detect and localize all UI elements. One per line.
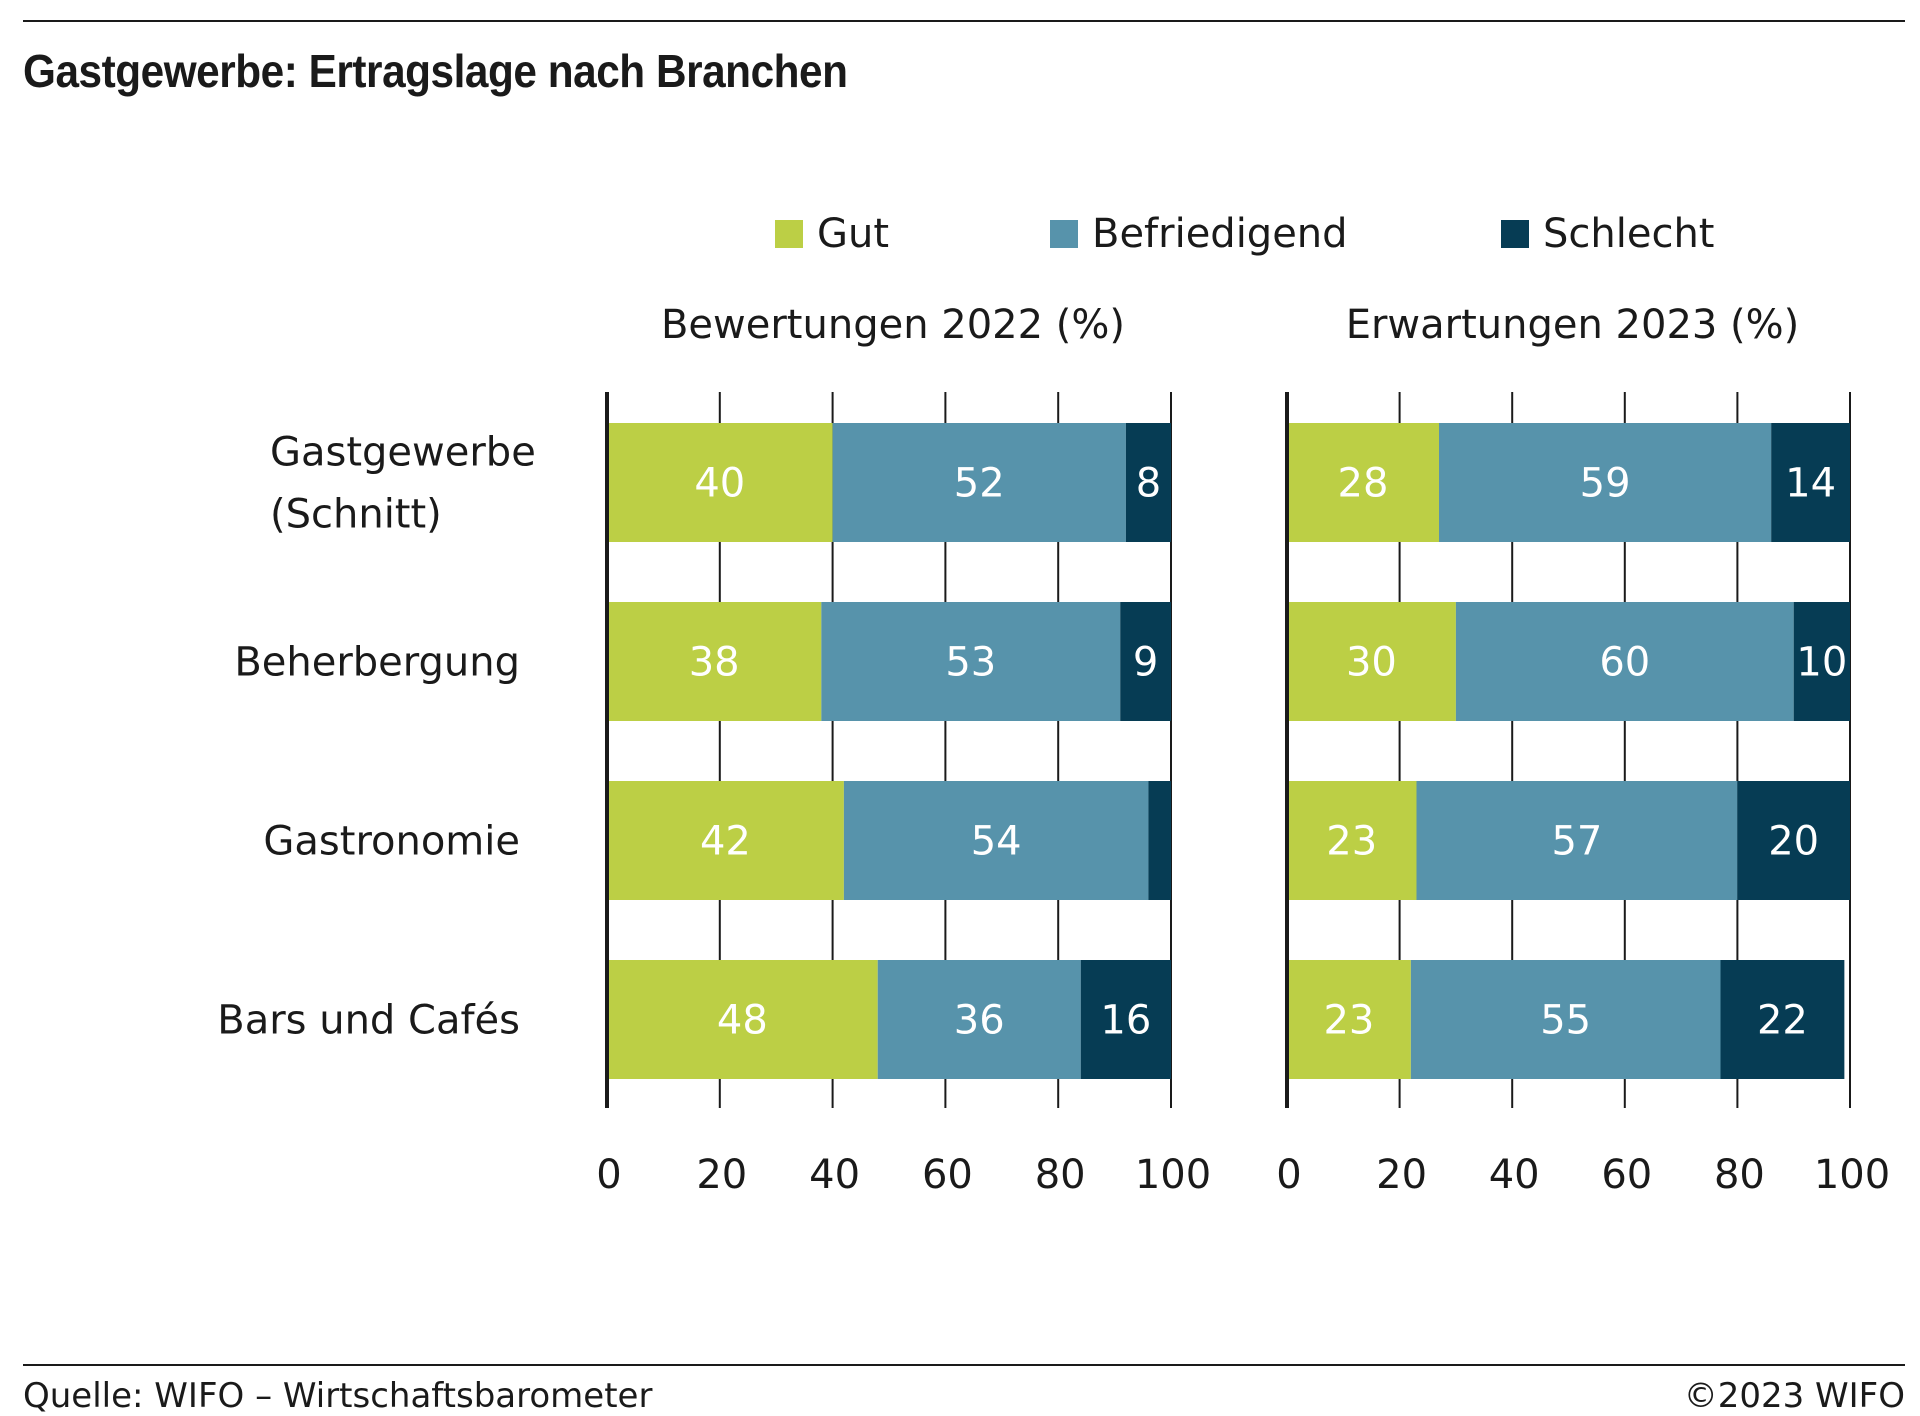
tick-label-0: 0 bbox=[1276, 1152, 1301, 1198]
tick-label-100: 100 bbox=[1814, 1152, 1890, 1198]
data-label-bars-und-cafes-schlecht: 16 bbox=[1100, 998, 1151, 1044]
bar-bars-und-cafes-gut bbox=[607, 960, 878, 1079]
bar-gastronomie-schlecht bbox=[1148, 781, 1171, 900]
bar-beherbergung-befriedigend bbox=[821, 602, 1121, 721]
chart-title: Gastgewerbe: Ertragslage nach Branchen bbox=[23, 45, 848, 97]
bar-bars-und-cafes-schlecht bbox=[1080, 960, 1171, 1079]
data-label-beherbergung-schlecht: 10 bbox=[1796, 640, 1847, 686]
data-label-beherbergung-befriedigend: 53 bbox=[945, 640, 996, 686]
bar-bars-und-cafes-gut bbox=[1287, 960, 1411, 1079]
data-label-gastronomie-befriedigend: 54 bbox=[971, 819, 1022, 865]
tick-label-60: 60 bbox=[922, 1152, 973, 1198]
data-label-gastgewerbe-schnitt-befriedigend: 59 bbox=[1580, 461, 1631, 507]
tick-label-60: 60 bbox=[1601, 1152, 1652, 1198]
panel-1: Bewertungen 2022 (%) 40 52 8 38 53 9 42 54 48 36 16… bbox=[596, 302, 1211, 1198]
category-label-beherbergung: Beherbergung bbox=[234, 640, 520, 686]
tick-label-80: 80 bbox=[1714, 1152, 1765, 1198]
legend: Gut Befriedigend Schlecht bbox=[775, 211, 1714, 257]
source-note: Quelle: WIFO – Wirtschaftsbarometer bbox=[23, 1376, 653, 1416]
data-label-beherbergung-gut: 38 bbox=[689, 640, 740, 686]
category-label-schnitt: (Schnitt) bbox=[270, 492, 442, 538]
data-label-gastronomie-gut: 42 bbox=[700, 819, 751, 865]
bar-beherbergung-schlecht bbox=[1120, 602, 1171, 721]
category-label-bars-und-cafes: Bars und Cafés bbox=[217, 998, 520, 1044]
bar-gastronomie-befriedigend bbox=[843, 781, 1149, 900]
data-label-gastronomie-schlecht: 20 bbox=[1768, 819, 1819, 865]
tick-label-40: 40 bbox=[809, 1152, 860, 1198]
data-label-gastronomie-gut: 23 bbox=[1326, 819, 1377, 865]
panel-title: Erwartungen 2023 (%) bbox=[1346, 302, 1800, 348]
tick-label-20: 20 bbox=[696, 1152, 747, 1198]
data-label-bars-und-cafes-befriedigend: 55 bbox=[1540, 998, 1591, 1044]
data-label-bars-und-cafes-schlecht: 22 bbox=[1757, 998, 1808, 1044]
panel-title: Bewertungen 2022 (%) bbox=[661, 302, 1125, 348]
data-label-gastgewerbe-schnitt-gut: 40 bbox=[694, 461, 745, 507]
data-label-beherbergung-schlecht: 9 bbox=[1133, 640, 1158, 686]
bar-gastgewerbe-schnitt-schlecht bbox=[1125, 423, 1171, 542]
data-label-gastgewerbe-schnitt-schlecht: 8 bbox=[1136, 461, 1161, 507]
panels: Bewertungen 2022 (%) 40 52 8 38 53 9 42 54 48 36 16… bbox=[596, 302, 1890, 1198]
data-label-beherbergung-befriedigend: 60 bbox=[1599, 640, 1650, 686]
bar-gastgewerbe-schnitt-gut bbox=[1287, 423, 1440, 542]
data-label-gastgewerbe-schnitt-befriedigend: 52 bbox=[954, 461, 1005, 507]
bar-gastgewerbe-schnitt-befriedigend bbox=[1439, 423, 1772, 542]
category-label-gastronomie: Gastronomie bbox=[263, 819, 520, 865]
tick-label-0: 0 bbox=[596, 1152, 621, 1198]
copyright-note: ©2023 WIFO bbox=[1683, 1376, 1905, 1416]
bar-gastronomie-gut bbox=[1287, 781, 1417, 900]
bar-gastgewerbe-schnitt-gut bbox=[607, 423, 833, 542]
category-label-gastgewerbe: Gastgewerbe bbox=[270, 430, 536, 476]
legend-swatch-schlecht bbox=[1501, 220, 1529, 248]
category-labels: Gastgewerbe (Schnitt) Beherbergung Gastrono… bbox=[217, 430, 536, 1044]
data-label-bars-und-cafes-gut: 48 bbox=[717, 998, 768, 1044]
bar-bars-und-cafes-schlecht bbox=[1720, 960, 1845, 1079]
bar-gastronomie-schlecht bbox=[1737, 781, 1850, 900]
tick-label-100: 100 bbox=[1135, 1152, 1211, 1198]
legend-label-gut: Gut bbox=[817, 211, 889, 257]
data-label-gastronomie-befriedigend: 57 bbox=[1551, 819, 1602, 865]
bar-gastronomie-befriedigend bbox=[1416, 781, 1738, 900]
bar-beherbergung-gut bbox=[607, 602, 822, 721]
bar-gastgewerbe-schnitt-schlecht bbox=[1771, 423, 1850, 542]
data-label-beherbergung-gut: 30 bbox=[1346, 640, 1397, 686]
tick-label-20: 20 bbox=[1376, 1152, 1427, 1198]
data-label-bars-und-cafes-gut: 23 bbox=[1323, 998, 1374, 1044]
legend-swatch-gut bbox=[775, 220, 803, 248]
top-rule bbox=[23, 20, 1905, 22]
bar-gastgewerbe-schnitt-befriedigend bbox=[832, 423, 1126, 542]
bar-beherbergung-gut bbox=[1287, 602, 1456, 721]
data-label-gastgewerbe-schnitt-gut: 28 bbox=[1338, 461, 1389, 507]
legend-swatch-befriedigend bbox=[1050, 220, 1078, 248]
bar-bars-und-cafes-befriedigend bbox=[1410, 960, 1721, 1079]
tick-label-80: 80 bbox=[1035, 1152, 1086, 1198]
bottom-rule bbox=[23, 1364, 1905, 1366]
bar-gastronomie-gut bbox=[607, 781, 844, 900]
bar-bars-und-cafes-befriedigend bbox=[877, 960, 1081, 1079]
legend-label-befriedigend: Befriedigend bbox=[1092, 211, 1348, 257]
data-label-bars-und-cafes-befriedigend: 36 bbox=[954, 998, 1005, 1044]
tick-label-40: 40 bbox=[1489, 1152, 1540, 1198]
data-label-gastgewerbe-schnitt-schlecht: 14 bbox=[1785, 461, 1836, 507]
bar-beherbergung-befriedigend bbox=[1455, 602, 1794, 721]
legend-label-schlecht: Schlecht bbox=[1543, 211, 1714, 257]
bar-beherbergung-schlecht bbox=[1793, 602, 1850, 721]
panel-2: Erwartungen 2023 (%) 28 59 14 30 60 10 23 57 20 23… bbox=[1276, 302, 1890, 1198]
